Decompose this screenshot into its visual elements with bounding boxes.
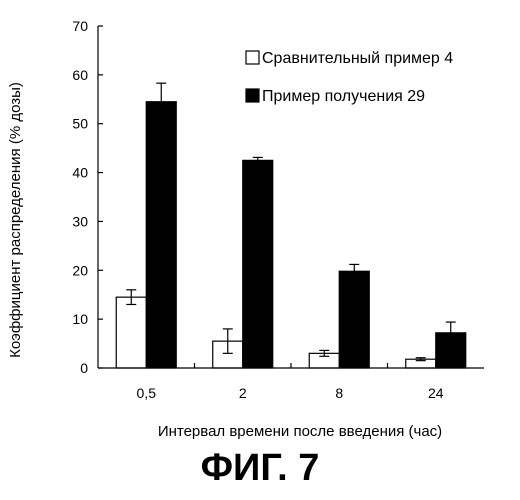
bar-chart: 0 10 20 30 40 50 60 70 0,5 2 8 24 Сравнительный пр… bbox=[0, 0, 520, 440]
bar-series-1-0 bbox=[116, 297, 146, 368]
legend-swatch-1 bbox=[246, 51, 259, 64]
y-tick-label: 10 bbox=[72, 311, 88, 327]
legend-label-1: Сравнительный пример 4 bbox=[262, 50, 453, 67]
figure-caption: ФИГ. 7 bbox=[0, 446, 520, 490]
y-tick-label: 50 bbox=[72, 116, 88, 132]
y-tick-label: 0 bbox=[80, 360, 88, 376]
y-tick-label: 60 bbox=[72, 67, 88, 83]
y-tick-label: 40 bbox=[72, 165, 88, 181]
y-tick-label: 30 bbox=[72, 213, 88, 229]
x-tick-label: 0,5 bbox=[137, 385, 157, 401]
legend-swatch-2 bbox=[246, 89, 259, 102]
legend-label-2: Пример получения 29 bbox=[262, 88, 425, 105]
x-tick-label: 2 bbox=[239, 385, 247, 401]
x-axis-title: Интервал времени после введения (час) bbox=[158, 423, 442, 440]
bar-series-2-2 bbox=[339, 271, 369, 368]
bar-series-2-0 bbox=[146, 102, 176, 368]
bar-group bbox=[116, 83, 466, 368]
x-tick-label: 24 bbox=[428, 385, 444, 401]
y-axis-title: Коэффициент распределения (% дозы) bbox=[7, 82, 24, 358]
bar-series-2-1 bbox=[243, 160, 273, 368]
x-axis-ticks: 0,5 2 8 24 bbox=[137, 363, 444, 401]
x-tick-label: 8 bbox=[335, 385, 343, 401]
y-tick-label: 70 bbox=[72, 18, 88, 34]
y-tick-label: 20 bbox=[72, 262, 88, 278]
legend: Сравнительный пример 4 Пример получения 2… bbox=[246, 50, 453, 105]
